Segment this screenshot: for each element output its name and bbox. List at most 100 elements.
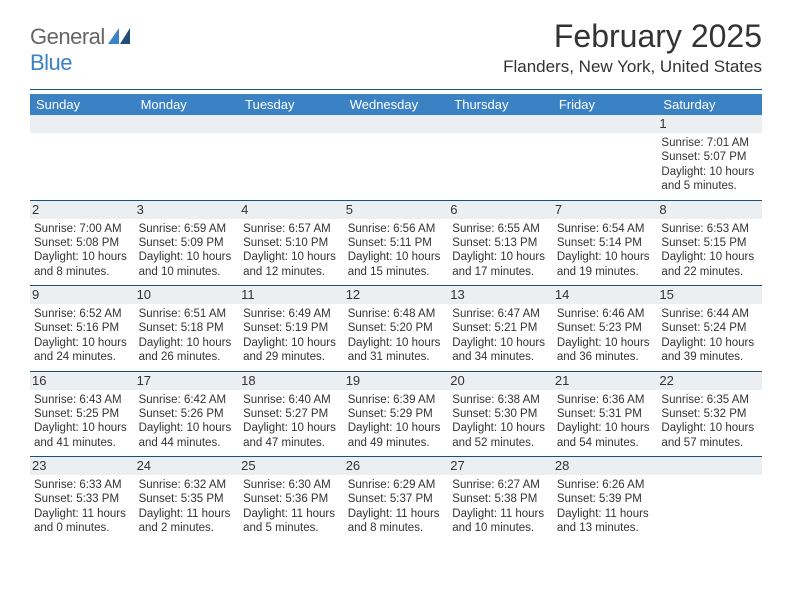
day-cell: 15Sunrise: 6:44 AMSunset: 5:24 PMDayligh… <box>657 286 762 371</box>
sunset-text: Sunset: 5:30 PM <box>452 407 549 421</box>
day-number: 28 <box>553 457 658 475</box>
day1-text: Daylight: 11 hours <box>243 507 340 521</box>
sunset-text: Sunset: 5:23 PM <box>557 321 654 335</box>
sunset-text: Sunset: 5:31 PM <box>557 407 654 421</box>
sunset-text: Sunset: 5:25 PM <box>34 407 131 421</box>
day1-text: Daylight: 10 hours <box>348 250 445 264</box>
day1-text: Daylight: 10 hours <box>661 336 758 350</box>
day1-text: Daylight: 10 hours <box>557 250 654 264</box>
day-cell: 18Sunrise: 6:40 AMSunset: 5:27 PMDayligh… <box>239 372 344 457</box>
day1-text: Daylight: 10 hours <box>452 421 549 435</box>
sunrise-text: Sunrise: 6:32 AM <box>139 478 236 492</box>
day1-text: Daylight: 10 hours <box>557 336 654 350</box>
day-cell: 28Sunrise: 6:26 AMSunset: 5:39 PMDayligh… <box>553 457 658 542</box>
day-number <box>344 115 449 133</box>
day2-text: and 57 minutes. <box>661 436 758 450</box>
day-number <box>30 115 135 133</box>
day1-text: Daylight: 10 hours <box>139 421 236 435</box>
day-number <box>657 457 762 475</box>
sunset-text: Sunset: 5:16 PM <box>34 321 131 335</box>
day1-text: Daylight: 10 hours <box>139 336 236 350</box>
day-cell: 5Sunrise: 6:56 AMSunset: 5:11 PMDaylight… <box>344 201 449 286</box>
sunset-text: Sunset: 5:15 PM <box>661 236 758 250</box>
week-row: 16Sunrise: 6:43 AMSunset: 5:25 PMDayligh… <box>30 372 762 458</box>
day2-text: and 52 minutes. <box>452 436 549 450</box>
sunset-text: Sunset: 5:18 PM <box>139 321 236 335</box>
day1-text: Daylight: 10 hours <box>243 250 340 264</box>
day2-text: and 29 minutes. <box>243 350 340 364</box>
sunset-text: Sunset: 5:32 PM <box>661 407 758 421</box>
day-cell: 6Sunrise: 6:55 AMSunset: 5:13 PMDaylight… <box>448 201 553 286</box>
day-cell <box>135 115 240 200</box>
weekday-label: Tuesday <box>239 94 344 115</box>
day1-text: Daylight: 10 hours <box>348 421 445 435</box>
day-cell: 20Sunrise: 6:38 AMSunset: 5:30 PMDayligh… <box>448 372 553 457</box>
calendar: SundayMondayTuesdayWednesdayThursdayFrid… <box>30 94 762 542</box>
sunset-text: Sunset: 5:38 PM <box>452 492 549 506</box>
sunrise-text: Sunrise: 6:48 AM <box>348 307 445 321</box>
day1-text: Daylight: 10 hours <box>661 165 758 179</box>
sunrise-text: Sunrise: 6:53 AM <box>661 222 758 236</box>
header-rule <box>30 89 762 90</box>
day-cell: 1Sunrise: 7:01 AMSunset: 5:07 PMDaylight… <box>657 115 762 200</box>
day1-text: Daylight: 10 hours <box>243 421 340 435</box>
sunset-text: Sunset: 5:08 PM <box>34 236 131 250</box>
day-cell <box>30 115 135 200</box>
sunset-text: Sunset: 5:21 PM <box>452 321 549 335</box>
day-cell: 21Sunrise: 6:36 AMSunset: 5:31 PMDayligh… <box>553 372 658 457</box>
title-block: February 2025 Flanders, New York, United… <box>503 18 762 77</box>
day-number: 15 <box>657 286 762 304</box>
day-cell: 24Sunrise: 6:32 AMSunset: 5:35 PMDayligh… <box>135 457 240 542</box>
day1-text: Daylight: 10 hours <box>34 421 131 435</box>
week-row: 23Sunrise: 6:33 AMSunset: 5:33 PMDayligh… <box>30 457 762 542</box>
day-cell: 22Sunrise: 6:35 AMSunset: 5:32 PMDayligh… <box>657 372 762 457</box>
day2-text: and 15 minutes. <box>348 265 445 279</box>
sunrise-text: Sunrise: 6:44 AM <box>661 307 758 321</box>
day1-text: Daylight: 11 hours <box>557 507 654 521</box>
day-number: 7 <box>553 201 658 219</box>
day-number: 14 <box>553 286 658 304</box>
day-cell: 12Sunrise: 6:48 AMSunset: 5:20 PMDayligh… <box>344 286 449 371</box>
day2-text: and 8 minutes. <box>348 521 445 535</box>
page-title: February 2025 <box>503 18 762 55</box>
day-number: 1 <box>657 115 762 133</box>
sunset-text: Sunset: 5:35 PM <box>139 492 236 506</box>
sunrise-text: Sunrise: 6:27 AM <box>452 478 549 492</box>
day1-text: Daylight: 10 hours <box>452 250 549 264</box>
sunrise-text: Sunrise: 6:36 AM <box>557 393 654 407</box>
sunrise-text: Sunrise: 6:40 AM <box>243 393 340 407</box>
sunrise-text: Sunrise: 6:49 AM <box>243 307 340 321</box>
day-number: 8 <box>657 201 762 219</box>
day-number: 10 <box>135 286 240 304</box>
header: General Blue February 2025 Flanders, New… <box>0 0 792 83</box>
day-cell: 14Sunrise: 6:46 AMSunset: 5:23 PMDayligh… <box>553 286 658 371</box>
day-cell: 23Sunrise: 6:33 AMSunset: 5:33 PMDayligh… <box>30 457 135 542</box>
sunrise-text: Sunrise: 6:55 AM <box>452 222 549 236</box>
day-number: 27 <box>448 457 553 475</box>
day-number: 22 <box>657 372 762 390</box>
day-number: 4 <box>239 201 344 219</box>
sunset-text: Sunset: 5:36 PM <box>243 492 340 506</box>
day-number: 20 <box>448 372 553 390</box>
sunset-text: Sunset: 5:20 PM <box>348 321 445 335</box>
day-number: 26 <box>344 457 449 475</box>
day2-text: and 5 minutes. <box>661 179 758 193</box>
day-cell <box>657 457 762 542</box>
sunrise-text: Sunrise: 6:42 AM <box>139 393 236 407</box>
day-cell: 3Sunrise: 6:59 AMSunset: 5:09 PMDaylight… <box>135 201 240 286</box>
day-number: 23 <box>30 457 135 475</box>
day-cell: 19Sunrise: 6:39 AMSunset: 5:29 PMDayligh… <box>344 372 449 457</box>
day1-text: Daylight: 11 hours <box>348 507 445 521</box>
sunset-text: Sunset: 5:29 PM <box>348 407 445 421</box>
day-number <box>239 115 344 133</box>
sunrise-text: Sunrise: 6:59 AM <box>139 222 236 236</box>
sunrise-text: Sunrise: 7:01 AM <box>661 136 758 150</box>
day-cell: 7Sunrise: 6:54 AMSunset: 5:14 PMDaylight… <box>553 201 658 286</box>
sunset-text: Sunset: 5:11 PM <box>348 236 445 250</box>
day1-text: Daylight: 10 hours <box>34 250 131 264</box>
day2-text: and 49 minutes. <box>348 436 445 450</box>
sunrise-text: Sunrise: 6:33 AM <box>34 478 131 492</box>
week-row: 1Sunrise: 7:01 AMSunset: 5:07 PMDaylight… <box>30 115 762 201</box>
day2-text: and 26 minutes. <box>139 350 236 364</box>
day-number <box>553 115 658 133</box>
